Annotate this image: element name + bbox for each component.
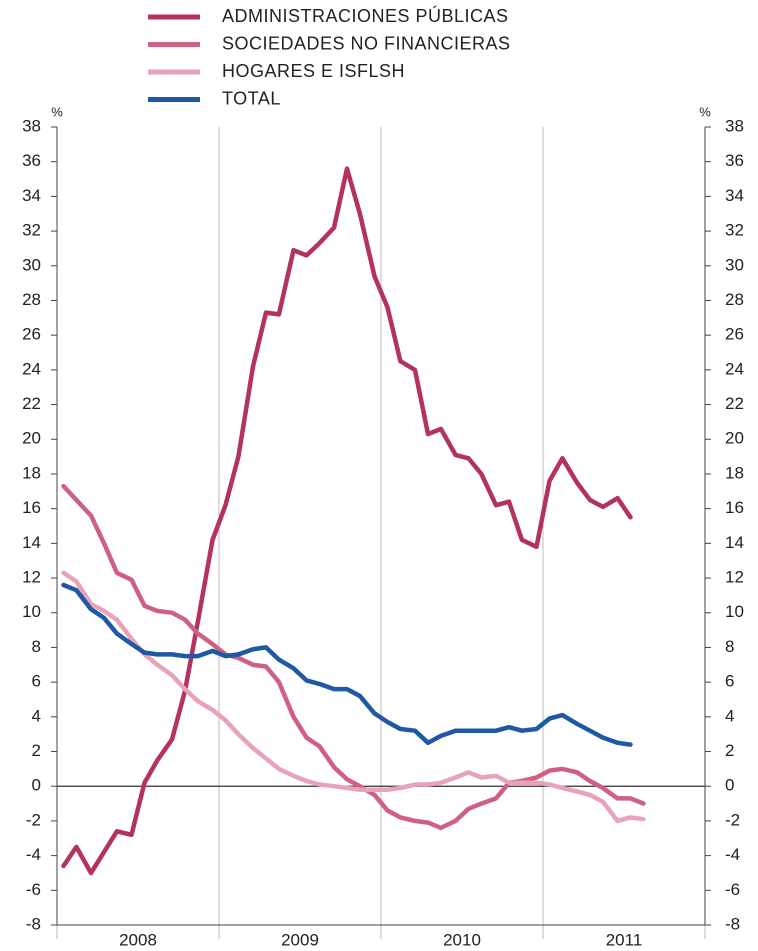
y-tick-label: 8: [32, 637, 41, 656]
x-tick-label: 2009: [281, 930, 319, 949]
y-tick-label: 38: [22, 116, 41, 135]
y2-tick-label: 22: [725, 394, 744, 413]
y2-tick-label: 32: [725, 221, 744, 240]
legend-label: SOCIEDADES NO FINANCIERAS: [222, 33, 511, 53]
y2-tick-label: 18: [725, 463, 744, 482]
y-tick-label: 30: [22, 255, 41, 274]
y2-tick-label: -8: [725, 914, 740, 933]
y-tick-label: 36: [22, 151, 41, 170]
y-tick-label: 6: [32, 672, 41, 691]
y-tick-label: -8: [26, 914, 41, 933]
y-tick-label: 10: [22, 602, 41, 621]
y2-tick-label: 34: [725, 186, 744, 205]
y-tick-label: 28: [22, 290, 41, 309]
y-tick-label: 12: [22, 568, 41, 587]
y-tick-label: -4: [26, 845, 41, 864]
y-tick-label: 14: [22, 533, 41, 552]
y-tick-label: 18: [22, 463, 41, 482]
y-tick-label: 32: [22, 221, 41, 240]
y2-tick-label: 0: [725, 776, 734, 795]
x-tick-label: 2008: [119, 930, 157, 949]
y2-tick-label: 4: [725, 706, 734, 725]
x-tick-label: 2011: [606, 930, 643, 949]
y-tick-label: 34: [22, 186, 41, 205]
legend-label: HOGARES E ISFLSH: [222, 61, 405, 81]
y2-axis-unit: %: [699, 104, 711, 119]
y-tick-label: 20: [22, 429, 41, 448]
y2-tick-label: 14: [725, 533, 744, 552]
y-tick-label: 0: [32, 776, 41, 795]
y-tick-label: 22: [22, 394, 41, 413]
y2-tick-label: 12: [725, 568, 744, 587]
legend-label: ADMINISTRACIONES PÚBLICAS: [222, 5, 509, 26]
y-tick-label: -2: [26, 810, 41, 829]
y-tick-label: 16: [22, 498, 41, 517]
y2-tick-label: 26: [725, 325, 744, 344]
y-tick-label: 26: [22, 325, 41, 344]
y-tick-label: 4: [32, 706, 41, 725]
legend-label: TOTAL: [222, 88, 281, 108]
series-line: [61, 582, 633, 747]
y2-tick-label: 6: [725, 672, 734, 691]
y2-tick-label: 30: [725, 255, 744, 274]
y-tick-label: -6: [26, 880, 41, 899]
y2-tick-label: -4: [725, 845, 740, 864]
y2-tick-label: 20: [725, 429, 744, 448]
y2-tick-label: 16: [725, 498, 744, 517]
y2-tick-label: -2: [725, 810, 740, 829]
y-tick-label: 2: [32, 741, 41, 760]
y2-tick-label: 36: [725, 151, 744, 170]
y-axis-unit: %: [51, 104, 63, 119]
x-tick-label: 2010: [443, 930, 481, 949]
y2-tick-label: 38: [725, 116, 744, 135]
y2-tick-label: 28: [725, 290, 744, 309]
series-line: [61, 570, 646, 824]
series-line: [61, 166, 633, 876]
y2-tick-label: -6: [725, 880, 740, 899]
y2-tick-label: 10: [725, 602, 744, 621]
y2-tick-label: 24: [725, 359, 744, 378]
y-tick-label: 24: [22, 359, 41, 378]
y2-tick-label: 8: [725, 637, 734, 656]
series-line: [61, 483, 646, 831]
y2-tick-label: 2: [725, 741, 734, 760]
